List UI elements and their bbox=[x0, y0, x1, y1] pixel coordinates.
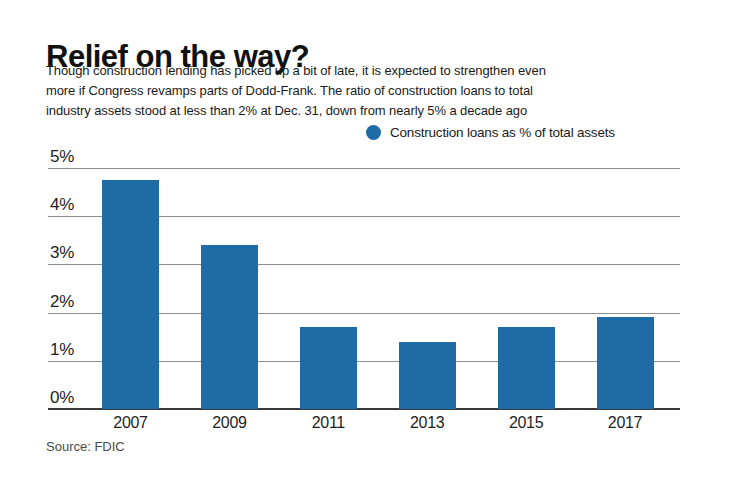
y-tick-label: 2% bbox=[50, 292, 74, 312]
x-tick-label: 2015 bbox=[486, 414, 566, 432]
x-tick-label: 2013 bbox=[387, 414, 467, 432]
plot-area: 0% 1% 2% 3% 4% 5% 2007 2009 2011 2013 2015 2017 bbox=[0, 0, 740, 482]
gridline bbox=[48, 168, 680, 169]
x-tick-label: 2009 bbox=[189, 414, 269, 432]
x-tick-label: 2017 bbox=[585, 414, 665, 432]
bar-2009 bbox=[201, 245, 258, 409]
y-tick-label: 0% bbox=[50, 388, 74, 408]
y-tick-label: 1% bbox=[50, 340, 74, 360]
chart-panel: Relief on the way? Though construction l… bbox=[0, 0, 740, 482]
x-tick-label: 2007 bbox=[91, 414, 171, 432]
source-note: Source: FDIC bbox=[46, 439, 125, 454]
bar-2017 bbox=[597, 317, 654, 409]
bar-2011 bbox=[300, 327, 357, 409]
y-tick-label: 5% bbox=[50, 147, 74, 167]
y-tick-label: 3% bbox=[50, 243, 74, 263]
bar-2007 bbox=[102, 180, 159, 409]
bar-2015 bbox=[498, 327, 555, 409]
y-tick-label: 4% bbox=[50, 195, 74, 215]
x-tick-label: 2011 bbox=[288, 414, 368, 432]
bar-2013 bbox=[399, 342, 456, 409]
